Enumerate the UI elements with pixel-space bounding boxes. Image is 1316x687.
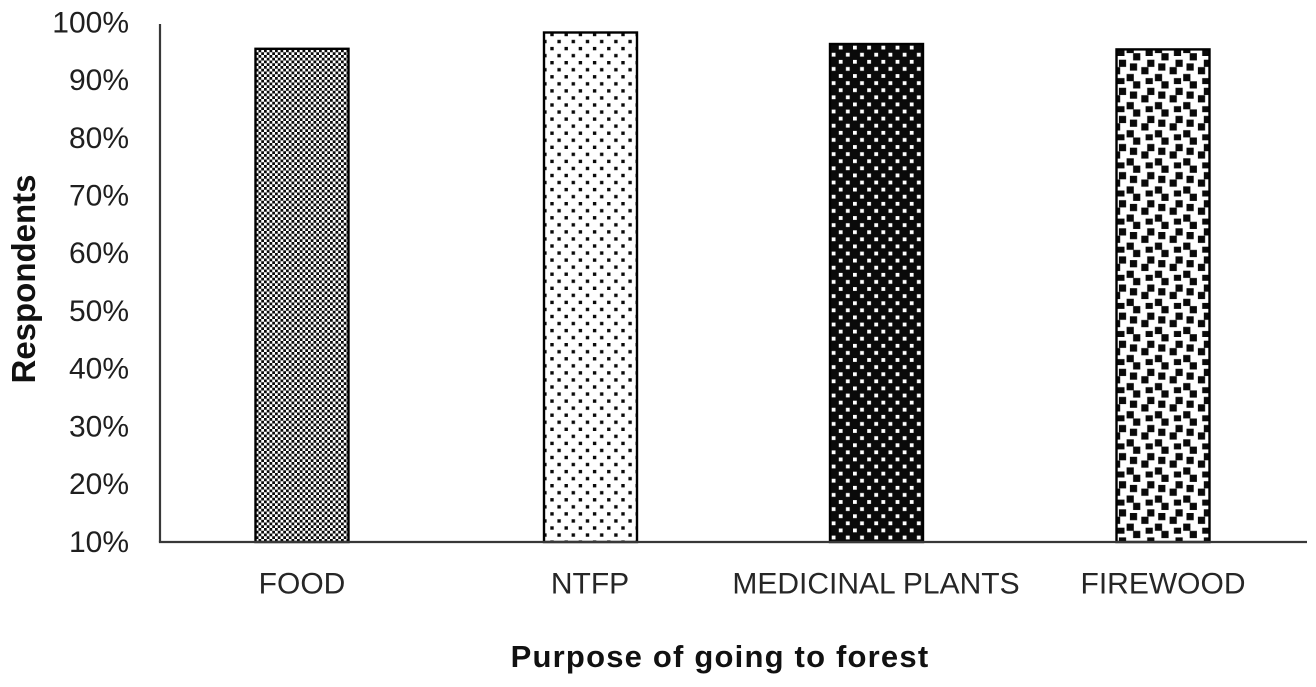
svg-text:30%: 30% — [69, 410, 129, 443]
svg-text:FOOD: FOOD — [259, 568, 346, 601]
svg-text:MEDICINAL PLANTS: MEDICINAL PLANTS — [732, 568, 1019, 601]
svg-text:10%: 10% — [69, 526, 129, 559]
svg-text:Respondents: Respondents — [5, 174, 42, 383]
svg-text:60%: 60% — [69, 237, 129, 270]
svg-text:70%: 70% — [69, 180, 129, 213]
svg-text:40%: 40% — [69, 353, 129, 386]
svg-text:FIREWOOD: FIREWOOD — [1081, 568, 1246, 601]
svg-text:NTFP: NTFP — [551, 568, 629, 601]
svg-text:90%: 90% — [69, 64, 129, 97]
svg-text:20%: 20% — [69, 468, 129, 501]
svg-text:80%: 80% — [69, 122, 129, 155]
svg-text:50%: 50% — [69, 295, 129, 328]
svg-text:100%: 100% — [52, 6, 129, 39]
svg-text:Purpose of going to forest: Purpose of going to forest — [511, 639, 930, 674]
